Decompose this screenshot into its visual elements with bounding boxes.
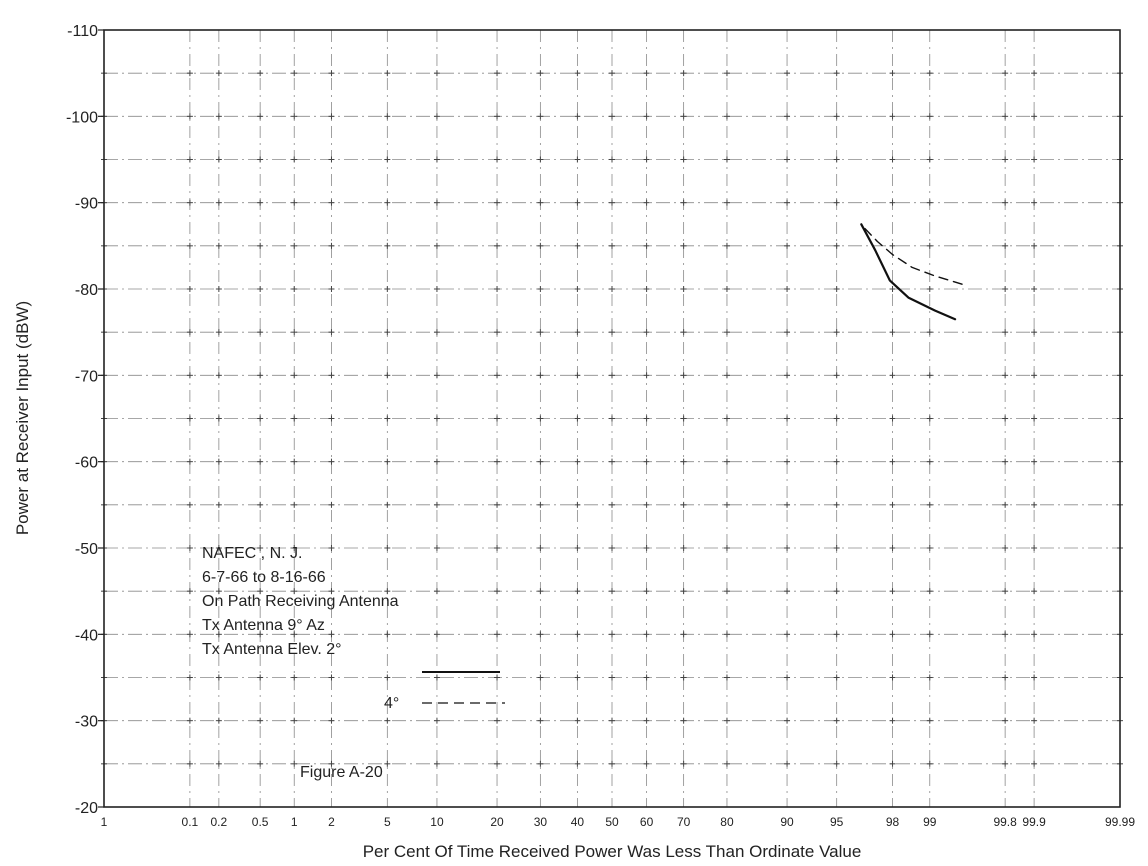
x-tick-label: 70 [677, 815, 691, 829]
series-line-2deg [860, 223, 957, 321]
x-tick-label: 40 [571, 815, 585, 829]
x-axis-label: Per Cent Of Time Received Power Was Less… [363, 842, 862, 861]
x-tick-label: 30 [534, 815, 548, 829]
annotation-line: NAFEC , N. J. [202, 545, 302, 562]
x-tick-label: 90 [780, 815, 794, 829]
annotation-line: Tx Antenna 9° Az [202, 617, 325, 634]
x-tick-label: 99.8 [993, 815, 1017, 829]
x-tick-label: 0.2 [211, 815, 228, 829]
y-tick-label: -20 [75, 800, 98, 817]
x-tick-label: 60 [640, 815, 654, 829]
legend-label-solid: Tx Antenna Elev. 2° [202, 641, 342, 658]
x-tick-label: 99.99 [1105, 815, 1135, 829]
series-line-4deg [864, 227, 965, 286]
y-tick-label: -100 [66, 109, 98, 126]
x-tick-label: 95 [830, 815, 844, 829]
x-tick-label: 80 [720, 815, 734, 829]
y-tick-label: -70 [75, 368, 98, 385]
x-tick-label: 1 [101, 815, 108, 829]
y-tick-label: -60 [75, 455, 98, 472]
x-tick-label: 0.5 [252, 815, 269, 829]
annotation-line: 6-7-66 to 8-16-66 [202, 569, 326, 586]
y-tick-label: -90 [75, 196, 98, 213]
x-tick-label: 2 [328, 815, 335, 829]
figure-label: Figure A-20 [300, 764, 383, 781]
x-tick-label: 20 [490, 815, 504, 829]
x-tick-label: 99 [923, 815, 937, 829]
x-tick-label: 5 [384, 815, 391, 829]
y-tick-label: -50 [75, 541, 98, 558]
x-tick-label: 1 [291, 815, 298, 829]
y-tick-label: -30 [75, 714, 98, 731]
x-axis-ticks: 1 0.1 0.2 0.5 1 2 5 10 20 30 40 50 60 70 80 90 95 98 99 99.… [101, 815, 1136, 829]
x-tick-label: 0.1 [182, 815, 199, 829]
x-tick-label: 98 [886, 815, 900, 829]
x-tick-label: 50 [605, 815, 619, 829]
y-axis-label: Power at Receiver Input (dBW) [13, 301, 32, 535]
y-tick-label: -110 [67, 23, 98, 40]
annotation: NAFEC , N. J. 6-7-66 to 8-16-66 On Path … [202, 545, 505, 712]
grid [101, 30, 1123, 807]
y-tick-label: -40 [75, 627, 98, 644]
y-tick-label: -80 [75, 282, 98, 299]
series-lines [860, 223, 965, 321]
x-tick-label: 99.9 [1022, 815, 1046, 829]
x-tick-label: 10 [430, 815, 444, 829]
legend-label-dashed: 4° [384, 695, 399, 712]
annotation-line: On Path Receiving Antenna [202, 593, 399, 610]
plot-frame [103, 29, 1121, 808]
y-axis-ticks: -110 -100 -90 -80 -70 -60 -50 -40 -30 -20 [66, 23, 104, 817]
